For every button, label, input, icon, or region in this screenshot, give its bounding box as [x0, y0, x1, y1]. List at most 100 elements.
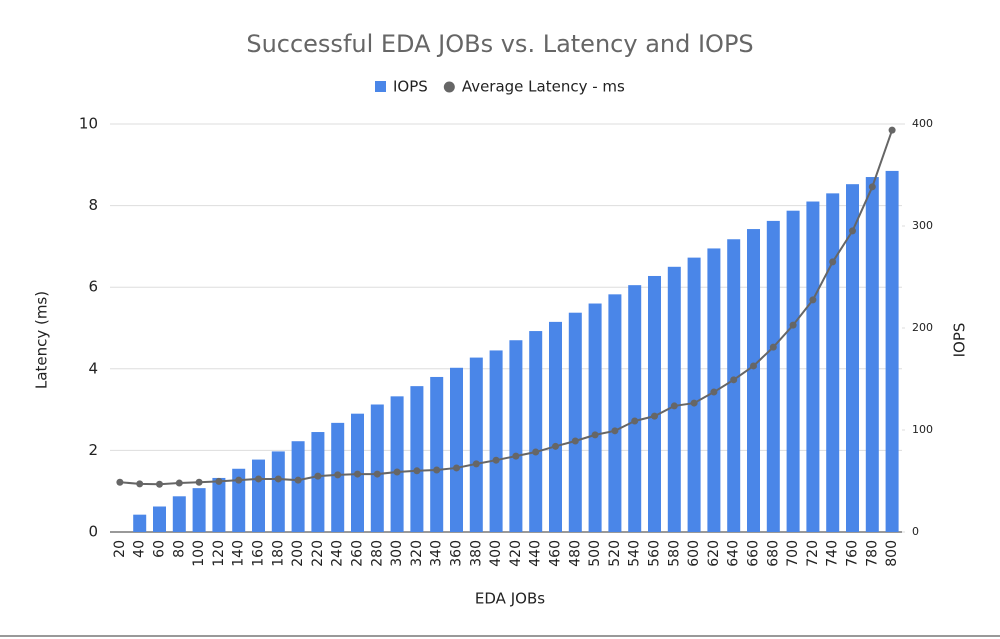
x-tick-label: 200 — [290, 540, 306, 567]
latency-point — [492, 456, 500, 464]
latency-point — [552, 442, 559, 450]
latency-point — [334, 471, 342, 479]
bar — [766, 220, 780, 532]
y2-tick-label: 100 — [912, 423, 933, 436]
y-tick-label: 2 — [88, 441, 98, 459]
x-tick-label: 300 — [389, 540, 405, 567]
x-tick-label: 160 — [251, 540, 267, 567]
bar — [133, 514, 147, 532]
chart-title: Successful EDA JOBs vs. Latency and IOPS — [246, 30, 753, 58]
x-tick-label: 580 — [666, 540, 682, 567]
latency-point — [393, 468, 401, 476]
bar — [846, 184, 859, 532]
x-tick-label: 540 — [627, 540, 643, 567]
bar — [568, 312, 582, 532]
latency-point — [294, 476, 302, 484]
bar — [727, 239, 741, 532]
x-tick-label: 100 — [191, 540, 207, 567]
bar — [153, 506, 166, 532]
latency-point — [156, 480, 163, 488]
bar — [172, 496, 186, 532]
y2-tick-label: 400 — [912, 117, 933, 130]
x-tick-label: 220 — [310, 540, 326, 567]
latency-point — [532, 448, 540, 456]
bar — [192, 488, 206, 532]
x-tick-label: 60 — [152, 540, 168, 558]
bar — [212, 477, 226, 532]
bar — [489, 350, 503, 532]
x-tick-label: 640 — [726, 540, 742, 567]
latency-point — [373, 470, 381, 478]
bar — [509, 340, 523, 532]
x-axis-title: EDA JOBs — [475, 590, 545, 608]
latency-point — [274, 475, 282, 483]
y-tick-label: 6 — [88, 278, 98, 296]
x-tick-label: 340 — [429, 540, 445, 567]
bar — [311, 432, 325, 532]
latency-point — [631, 417, 639, 425]
latency-point — [750, 362, 757, 370]
x-tick-label: 560 — [647, 540, 663, 567]
latency-point — [730, 376, 738, 384]
bar — [648, 275, 661, 532]
bar — [786, 210, 800, 532]
x-tick-label: 700 — [785, 540, 801, 567]
bar — [370, 404, 384, 532]
x-tick-label: 780 — [864, 540, 880, 567]
bar — [747, 229, 760, 532]
latency-line — [119, 129, 894, 486]
latency-point — [433, 466, 441, 474]
latency-point — [354, 470, 361, 478]
legend-label: IOPS — [393, 78, 428, 96]
x-tick-label: 420 — [508, 540, 524, 567]
bar — [390, 396, 404, 532]
x-tick-label: 80 — [171, 540, 187, 558]
latency-point — [591, 431, 599, 439]
y2-tick-label: 0 — [912, 525, 919, 538]
bar — [271, 451, 285, 532]
latency-point — [136, 480, 144, 488]
x-tick-label: 460 — [548, 540, 564, 567]
x-tick-label: 720 — [805, 540, 821, 567]
x-tick-label: 440 — [528, 540, 544, 567]
legend-label: Average Latency - ms — [462, 78, 625, 96]
latency-point — [413, 467, 421, 475]
x-tick-label: 740 — [825, 540, 841, 567]
bar — [865, 177, 879, 533]
bar — [410, 386, 424, 532]
bar — [450, 367, 463, 532]
bar — [291, 441, 305, 532]
bar — [549, 321, 562, 532]
latency-point — [809, 296, 817, 304]
latency-point — [710, 388, 718, 396]
y-tick-label: 4 — [88, 359, 98, 377]
legend-swatch — [443, 81, 455, 93]
x-tick-label: 500 — [587, 540, 603, 567]
latency-point — [215, 477, 223, 485]
latency-point — [789, 321, 797, 329]
latency-point — [512, 452, 520, 460]
latency-point — [611, 427, 619, 435]
x-tick-label: 400 — [488, 540, 504, 567]
y-axis-title: Latency (ms) — [33, 291, 51, 389]
bar — [826, 193, 840, 533]
x-tick-label: 680 — [765, 540, 781, 567]
bar — [430, 376, 444, 532]
x-tick-label: 260 — [350, 540, 366, 567]
latency-point — [868, 183, 876, 191]
x-tick-label: 120 — [211, 540, 227, 567]
bar — [687, 257, 701, 532]
x-tick-label: 40 — [132, 540, 148, 558]
y-tick-label: 8 — [88, 196, 98, 214]
bar — [252, 459, 265, 532]
latency-point — [571, 437, 579, 445]
latency-point — [651, 412, 658, 420]
x-tick-label: 480 — [567, 540, 583, 567]
x-tick-label: 180 — [270, 540, 286, 567]
latency-point — [175, 479, 183, 487]
latency-point — [888, 126, 896, 134]
latency-point — [829, 258, 837, 266]
latency-point — [769, 343, 777, 351]
latency-point — [235, 476, 243, 484]
